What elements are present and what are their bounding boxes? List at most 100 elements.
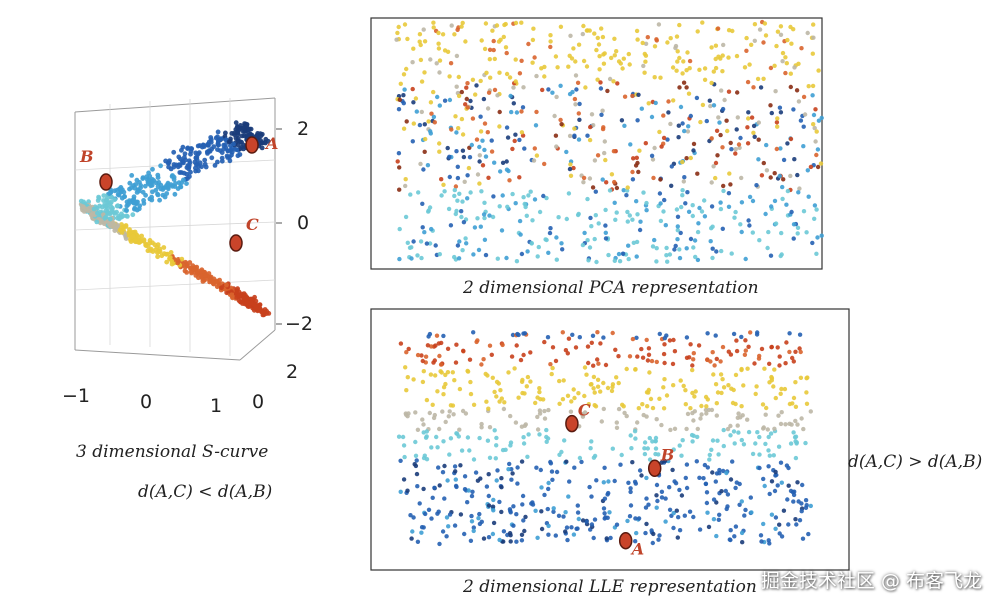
scatter-point	[589, 522, 595, 527]
scatter-point	[188, 151, 193, 157]
scatter-point	[521, 85, 526, 90]
scatter-point	[497, 70, 502, 75]
scatter-point	[126, 230, 132, 235]
scatter-point	[714, 401, 719, 406]
scatter-point	[535, 535, 540, 540]
scatter-point	[764, 168, 770, 173]
scatter-point	[195, 143, 201, 149]
scatter-point	[601, 406, 606, 412]
scatter-point	[559, 449, 564, 455]
scatter-point	[526, 41, 531, 47]
scatter-point	[774, 43, 779, 49]
scatter-point	[485, 438, 491, 443]
scatter-point	[551, 506, 556, 511]
scatter-point	[415, 427, 421, 432]
scatter-point	[688, 342, 693, 347]
scatter-point	[574, 87, 579, 92]
scatter-point	[791, 222, 797, 227]
scatter-point	[465, 369, 471, 374]
scatter-point	[492, 389, 497, 395]
scatter-point	[769, 479, 775, 484]
scatter-point	[422, 122, 427, 127]
scatter-point	[544, 439, 549, 444]
scatter-point	[612, 478, 617, 484]
scatter-point	[635, 118, 640, 123]
scatter-point	[806, 84, 811, 89]
scatter-point	[742, 513, 747, 518]
scatter-point	[567, 91, 573, 97]
scatter-point	[702, 214, 708, 219]
scatter-point	[711, 517, 717, 522]
scatter-point	[452, 464, 458, 469]
scatter-point	[577, 117, 582, 123]
scatter-point	[791, 236, 796, 241]
scatter-point	[486, 535, 492, 540]
scatter-point	[482, 46, 488, 52]
scatter-point	[664, 245, 669, 251]
scatter-point	[634, 530, 639, 536]
scatter-point	[467, 155, 473, 160]
scatter-point	[711, 497, 717, 502]
scatter-point	[767, 491, 772, 497]
scatter-point	[463, 39, 468, 44]
scatter-point	[599, 112, 604, 118]
scatter-point	[746, 218, 751, 223]
scatter-point	[592, 31, 597, 36]
scatter-point	[767, 453, 772, 458]
scatter-point	[639, 346, 644, 352]
scatter-point	[794, 522, 799, 527]
scatter-point	[81, 199, 86, 205]
scatter-point	[193, 155, 199, 161]
scatter-point	[659, 144, 664, 149]
scatter-point	[810, 93, 815, 98]
scatter-point	[431, 89, 436, 95]
y-tick-label: 2	[286, 361, 298, 383]
scatter-point	[506, 370, 511, 375]
scatter-point	[560, 330, 565, 335]
scatter-point	[751, 85, 756, 90]
scatter-point	[239, 133, 245, 139]
scatter-point	[616, 354, 621, 359]
scatter-point	[467, 357, 473, 362]
z-tick-label: 2	[297, 118, 309, 140]
scatter-point	[485, 106, 491, 111]
scatter-point	[501, 34, 506, 40]
scatter-point	[748, 495, 753, 500]
scatter-point	[519, 130, 525, 135]
scatter-point	[718, 372, 724, 377]
scatter-point	[460, 148, 466, 153]
scatter-point	[521, 441, 527, 446]
scatter-point	[751, 123, 757, 129]
scatter-point	[462, 474, 468, 479]
scatter-point	[403, 183, 408, 189]
scatter-point	[155, 172, 161, 178]
scatter-point	[510, 332, 516, 338]
scatter-point	[783, 422, 788, 427]
scatter-point	[610, 384, 615, 390]
scatter-point	[587, 245, 593, 250]
scatter-point	[726, 204, 732, 209]
scatter-point	[492, 428, 497, 433]
scatter-point	[537, 432, 542, 437]
scatter-point	[672, 349, 678, 354]
scatter-point	[474, 83, 479, 88]
scatter-point	[697, 475, 702, 480]
scatter-point	[558, 83, 563, 89]
scatter-point	[476, 247, 482, 253]
scatter-point	[504, 71, 510, 77]
scatter-point	[630, 217, 635, 222]
scatter-point	[769, 345, 774, 350]
scatter-point	[145, 243, 151, 249]
scatter-point	[485, 130, 490, 135]
scatter-point	[567, 133, 573, 139]
scatter-point	[599, 419, 604, 424]
scatter-point	[711, 372, 716, 377]
scatter-point	[482, 200, 487, 205]
scatter-point	[482, 237, 488, 242]
scatter-point	[736, 142, 742, 147]
scatter-point	[654, 246, 659, 251]
scatter-point	[567, 166, 573, 172]
scatter-point	[212, 163, 218, 168]
scatter-point	[714, 533, 719, 539]
scatter-point	[473, 470, 479, 475]
